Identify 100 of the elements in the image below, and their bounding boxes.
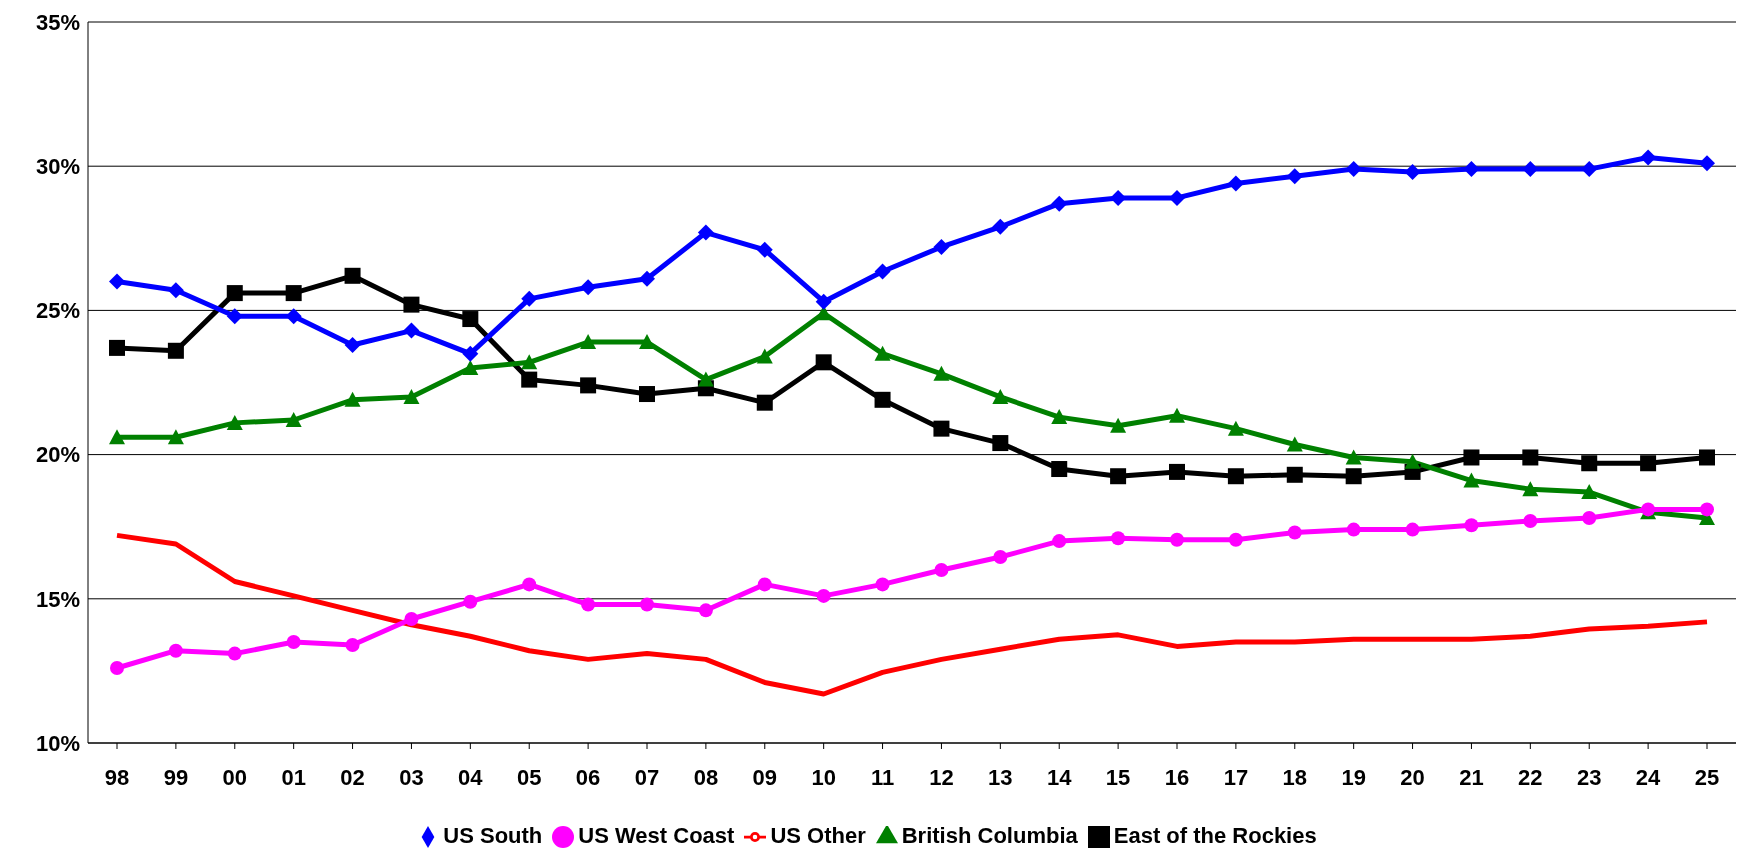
point — [168, 643, 183, 658]
x-tick-label: 15 — [1105, 764, 1131, 790]
point — [1227, 468, 1244, 485]
x-tick-label: 13 — [988, 764, 1013, 790]
x-tick-label: 08 — [693, 764, 719, 790]
x-tick-label: 21 — [1459, 764, 1484, 790]
legend-label: US Other — [770, 823, 866, 848]
point — [756, 394, 773, 411]
point — [462, 360, 479, 376]
point — [463, 594, 478, 609]
point — [1346, 522, 1361, 537]
point — [992, 388, 1009, 404]
point — [167, 429, 184, 445]
point — [992, 218, 1009, 235]
x-tick-label: 18 — [1282, 764, 1308, 790]
x-tick-label: 05 — [516, 764, 542, 790]
point — [109, 429, 125, 445]
point — [698, 603, 713, 618]
point — [1522, 161, 1539, 178]
point — [639, 270, 655, 287]
point — [1463, 449, 1480, 466]
point — [874, 263, 891, 280]
x-tick-label: 25 — [1694, 764, 1720, 790]
point — [1227, 420, 1244, 436]
point — [756, 241, 773, 258]
point — [403, 322, 420, 339]
point — [1522, 481, 1539, 497]
x-tick-label: 07 — [634, 764, 660, 790]
point — [1228, 532, 1243, 547]
x-tick-label: 12 — [929, 764, 954, 790]
y-tick-label: 25% — [35, 298, 80, 324]
x-tick-label: 24 — [1635, 764, 1662, 790]
point — [226, 285, 243, 302]
point — [1052, 534, 1067, 549]
point — [109, 273, 125, 290]
point — [933, 238, 950, 255]
point — [697, 224, 714, 241]
x-tick-label: 16 — [1164, 764, 1190, 790]
point — [1699, 449, 1715, 466]
y-tick-label: 35% — [35, 9, 80, 35]
point — [1640, 455, 1657, 472]
point — [1051, 409, 1068, 425]
x-tick-label: 22 — [1518, 764, 1543, 790]
point — [1169, 407, 1185, 423]
point — [1345, 449, 1362, 465]
point — [285, 308, 302, 325]
point — [580, 377, 597, 394]
point — [522, 577, 537, 592]
point — [1287, 525, 1302, 540]
point — [521, 371, 538, 388]
point — [226, 308, 243, 325]
point — [1463, 472, 1480, 488]
point — [933, 420, 950, 437]
point — [521, 354, 538, 370]
x-tick-label: 09 — [752, 764, 778, 790]
x-tick-label: 01 — [281, 764, 306, 790]
x-tick-label: 00 — [222, 764, 248, 790]
legend-label: British Columbia — [901, 823, 1078, 848]
legend-label: East of the Rockies — [1113, 823, 1317, 848]
point — [1581, 161, 1598, 178]
point — [344, 391, 361, 407]
y-tick-label: 30% — [35, 154, 80, 180]
point — [580, 279, 597, 296]
point — [1286, 168, 1303, 185]
point — [226, 414, 243, 430]
point — [521, 290, 538, 307]
point — [344, 267, 361, 284]
point — [285, 411, 302, 427]
point — [1404, 453, 1421, 469]
x-tick-label: 11 — [870, 764, 895, 790]
point — [1405, 522, 1420, 537]
x-tick-label: 14 — [1046, 764, 1073, 790]
point — [1700, 502, 1714, 517]
x-tick-label: 98 — [104, 764, 130, 790]
point — [1523, 513, 1538, 528]
point — [285, 285, 302, 302]
y-tick-label: 15% — [35, 586, 80, 612]
point — [403, 296, 420, 313]
point — [1111, 531, 1126, 546]
x-tick-label: 04 — [458, 764, 484, 790]
point — [227, 646, 242, 661]
point — [874, 345, 891, 361]
x-tick-label: 02 — [340, 764, 365, 790]
point — [1110, 417, 1127, 433]
point — [344, 337, 361, 354]
x-tick-label: 03 — [399, 764, 424, 790]
point — [933, 365, 950, 381]
point — [1522, 449, 1539, 466]
x-tick-label: 17 — [1223, 764, 1249, 790]
y-tick-label: 10% — [35, 730, 80, 756]
point — [1581, 455, 1598, 472]
point — [1581, 484, 1598, 500]
point — [1169, 189, 1185, 206]
x-tick-label: 19 — [1341, 764, 1366, 790]
point — [993, 549, 1008, 564]
point — [992, 435, 1009, 452]
point — [1227, 175, 1244, 192]
point — [639, 386, 655, 403]
point — [167, 342, 184, 359]
point — [1051, 195, 1068, 212]
